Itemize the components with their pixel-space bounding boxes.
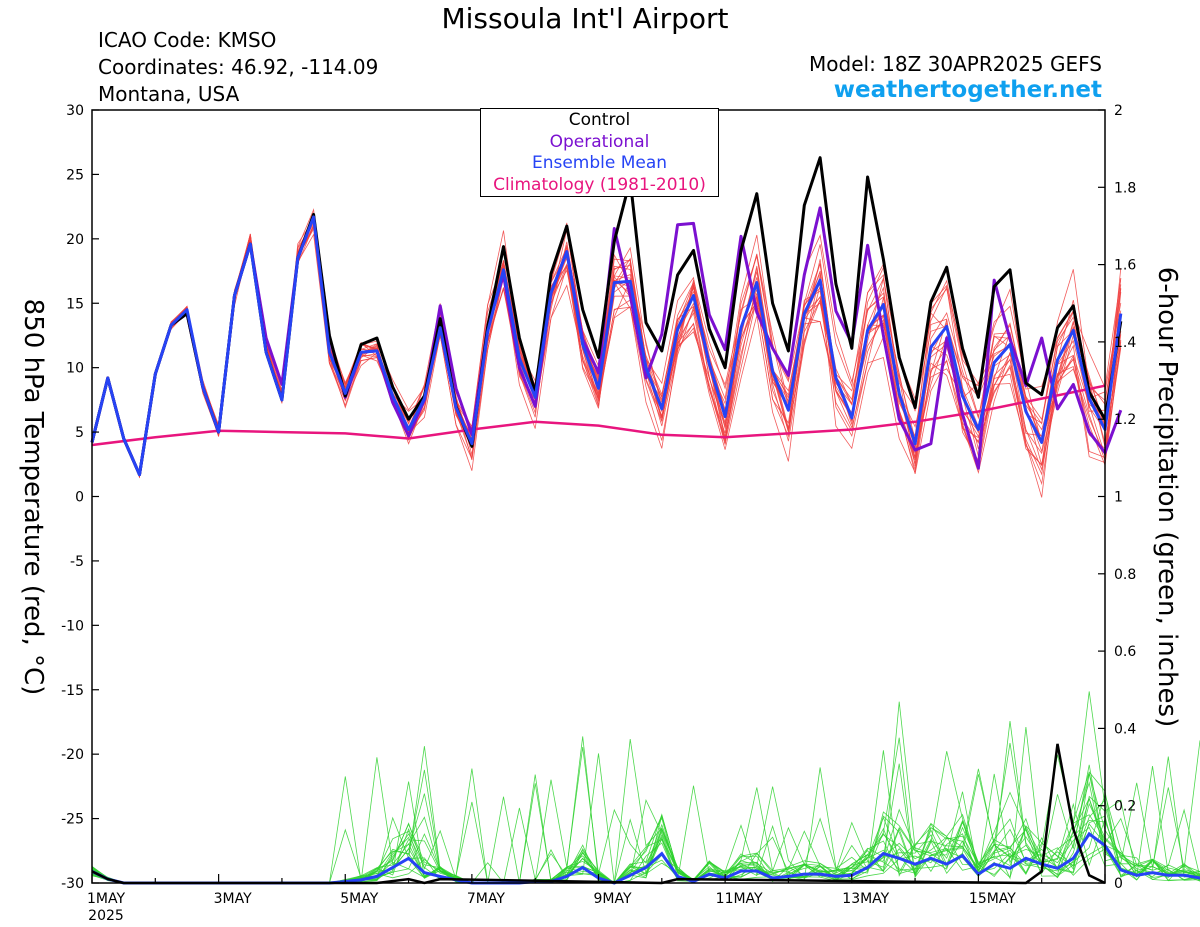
y-axis-label-left: 850 hPa Temperature (red, °C) (18, 298, 48, 696)
legend: Control Operational Ensemble Mean Climat… (480, 108, 719, 197)
plot-frame (91, 109, 1106, 884)
y-tick-label-right: 1.2 (1114, 412, 1136, 428)
coordinates: Coordinates: 46.92, -114.09 (98, 55, 379, 79)
x-tick-label: 15MAY (969, 891, 1016, 907)
website-link[interactable]: weathertogether.net (833, 77, 1102, 103)
legend-ensemble-mean: Ensemble Mean (531, 153, 668, 173)
y-tick-label-left: -15 (61, 683, 84, 699)
model-run: Model: 18Z 30APR2025 GEFS (809, 52, 1102, 76)
y-tick-label-right: 0 (1114, 876, 1123, 892)
precipitation-member-line (91, 793, 1200, 884)
main-series (90, 156, 1200, 885)
y-tick-label-left: 20 (66, 232, 84, 248)
y-tick-label-right: 0.6 (1114, 644, 1136, 660)
y-tick-label-right: 1 (1114, 490, 1123, 506)
y-tick-label-right: 1.6 (1114, 258, 1136, 274)
precipitation-member-line (91, 754, 1200, 884)
y-tick-label-left: 15 (66, 296, 84, 312)
y-tick-label-left: -10 (61, 618, 84, 634)
x-tick-label: 1MAY (87, 891, 125, 907)
x-tick-label: 13MAY (842, 891, 889, 907)
legend-climatology: Climatology (1981-2010) (493, 174, 706, 195)
x-tick-label: 5MAY (340, 891, 378, 907)
legend-operational: Operational (549, 131, 650, 152)
y-tick-label-right: 1.8 (1114, 180, 1136, 196)
ensemble-mean-line (90, 215, 1123, 477)
y-tick-label-right: 1.4 (1114, 335, 1136, 351)
y-tick-label-left: 10 (66, 361, 84, 377)
x-tick-label: 11MAY (716, 891, 763, 907)
chart-title: Missoula Int'l Airport (441, 2, 729, 35)
x-tick-label: 3MAY (214, 891, 252, 907)
x-tick-label: 7MAY (467, 891, 505, 907)
y-tick-label-left: -20 (61, 747, 84, 763)
precipitation-members (91, 691, 1200, 884)
y-tick-label-right: 2 (1114, 103, 1123, 119)
icao-code: ICAO Code: KMSO (98, 28, 277, 52)
y-tick-label-left: 25 (66, 167, 84, 183)
y-tick-label-left: 5 (75, 425, 84, 441)
y-tick-label-right: 0.4 (1114, 721, 1136, 737)
y-tick-label-left: -25 (61, 812, 84, 828)
y-tick-label-left: -30 (61, 876, 84, 892)
y-tick-label-right: 0.8 (1114, 567, 1136, 583)
y-tick-label-left: 0 (75, 490, 84, 506)
precipitation-member-line (91, 795, 1200, 884)
x-tick-label: 9MAY (593, 891, 631, 907)
y-axis-label-right: 6-hour Precipitation (green, inches) (1152, 266, 1182, 728)
axes: -30-25-20-15-10-505101520253000.20.40.60… (61, 103, 1136, 924)
x-year-label: 2025 (88, 908, 124, 924)
y-tick-label-right: 0.2 (1114, 799, 1136, 815)
legend-control: Control (568, 110, 631, 130)
region: Montana, USA (98, 82, 240, 106)
y-tick-label-left: -5 (70, 554, 84, 570)
y-tick-label-left: 30 (66, 103, 84, 119)
